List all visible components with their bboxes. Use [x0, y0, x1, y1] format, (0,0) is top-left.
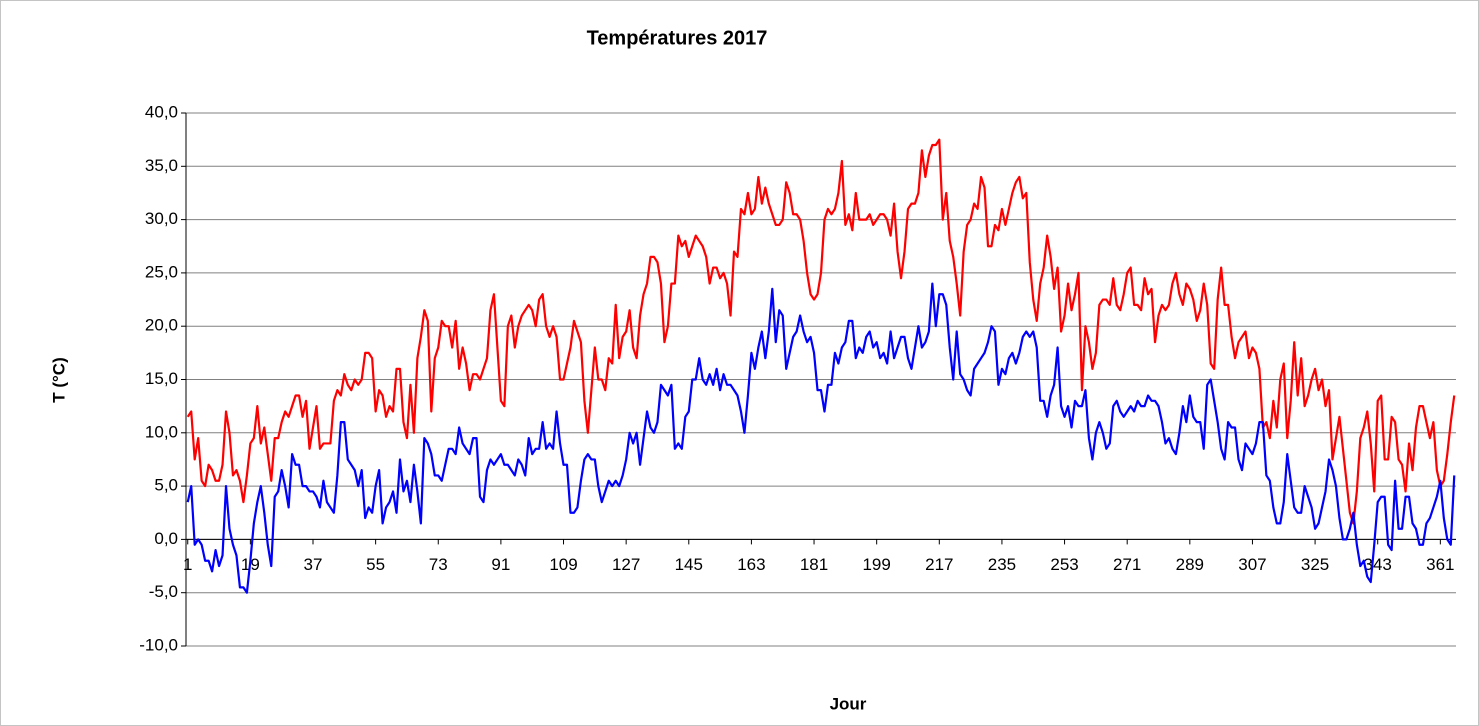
x-tick-label: 73: [429, 555, 448, 574]
y-axis-label: T (°C): [49, 357, 68, 403]
y-tick-label: 35,0: [145, 156, 178, 175]
x-tick-label: 163: [737, 555, 765, 574]
y-tick-label: 30,0: [145, 209, 178, 228]
x-axis-label: Jour: [830, 694, 867, 713]
x-tick-label: 361: [1426, 555, 1454, 574]
y-tick-label: 10,0: [145, 422, 178, 441]
y-tick-label: 25,0: [145, 262, 178, 281]
y-tick-label: 0,0: [154, 529, 178, 548]
chart-title: Températures 2017: [587, 27, 768, 49]
series-line: [186, 282, 1456, 594]
x-tick-label: 307: [1238, 555, 1266, 574]
y-tick-label: 40,0: [145, 102, 178, 121]
x-tick-label: 235: [988, 555, 1016, 574]
x-tick-label: 271: [1113, 555, 1141, 574]
y-tick-label: -5,0: [149, 582, 178, 601]
y-tick-label: 5,0: [154, 476, 178, 495]
x-tick-label: 55: [366, 555, 385, 574]
x-tick-label: 325: [1301, 555, 1329, 574]
x-tick-label: 127: [612, 555, 640, 574]
x-tick-label: 37: [304, 555, 323, 574]
y-tick-label: 20,0: [145, 316, 178, 335]
x-tick-label: 181: [800, 555, 828, 574]
x-tick-label: 217: [925, 555, 953, 574]
x-tick-label: 343: [1364, 555, 1392, 574]
x-tick-label: 253: [1050, 555, 1078, 574]
x-tick-label: 91: [491, 555, 510, 574]
x-tick-label: 1: [183, 555, 192, 574]
x-tick-label: 145: [675, 555, 703, 574]
y-tick-label: 15,0: [145, 369, 178, 388]
x-tick-label: 199: [862, 555, 890, 574]
x-tick-label: 289: [1176, 555, 1204, 574]
y-tick-label: -10,0: [139, 635, 178, 654]
x-tick-label: 109: [549, 555, 577, 574]
series-line: [186, 138, 1456, 525]
